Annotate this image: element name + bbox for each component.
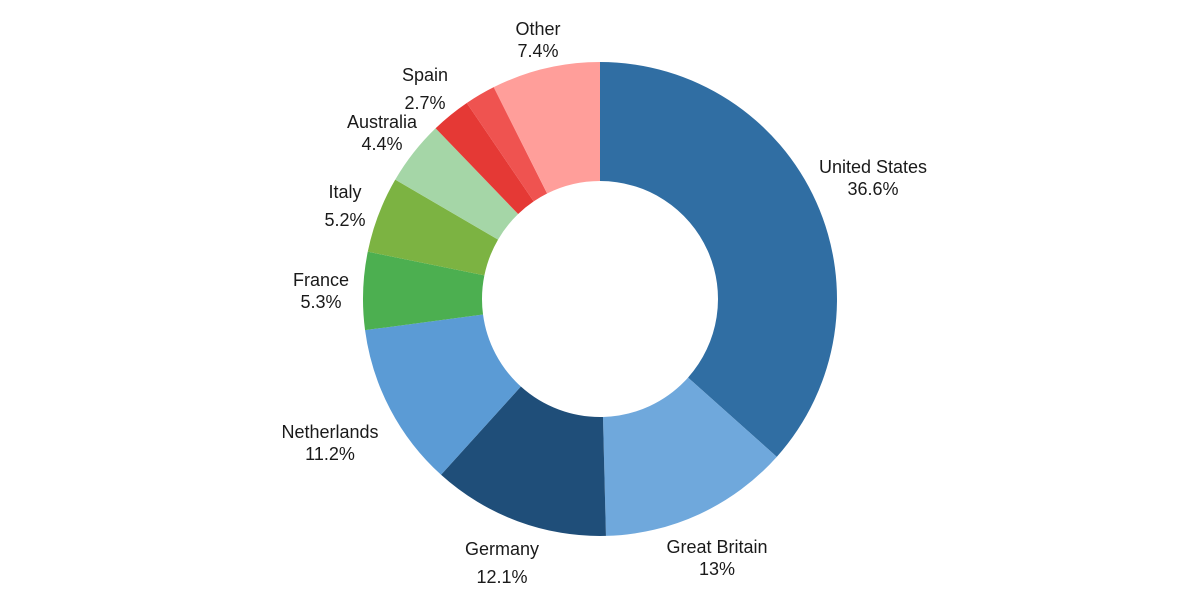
label-name: Spain — [401, 65, 449, 85]
label-france: France 5.3% — [293, 269, 349, 313]
slice-netherlands — [365, 314, 521, 475]
label-name: Netherlands — [281, 422, 379, 442]
label-percent: 13% — [698, 559, 736, 579]
label-italy: Italy 5.2% — [324, 181, 365, 231]
label-name: Other — [515, 19, 561, 39]
label-percent: 12.1% — [476, 567, 528, 587]
label-percent: 7.4% — [517, 41, 559, 61]
label-percent: 36.6% — [847, 179, 899, 199]
label-other: Other 7.4% — [515, 18, 560, 62]
label-name: France — [292, 270, 350, 290]
label-percent: 11.2% — [305, 444, 355, 464]
label-name: Great Britain — [666, 537, 768, 557]
label-name: United States — [818, 157, 928, 177]
label-united-states: United States 36.6% — [819, 156, 927, 200]
label-name: Australia — [346, 112, 418, 132]
label-percent: 5.2% — [324, 210, 366, 230]
slice-germany — [441, 386, 606, 536]
slice-australia — [395, 128, 519, 240]
label-germany: Germany 12.1% — [465, 538, 539, 588]
label-percent: 5.3% — [300, 292, 342, 312]
slice-italy — [367, 179, 499, 276]
slice-france — [362, 251, 485, 331]
slice-spain — [435, 102, 534, 215]
slice-other-red — [466, 87, 548, 202]
label-name: Italy — [328, 182, 362, 202]
label-australia: Australia 4.4% — [347, 111, 417, 155]
label-percent: 2.7% — [404, 93, 446, 113]
label-name: Germany — [464, 539, 540, 559]
slice-united-states — [600, 62, 837, 457]
slice-other — [493, 62, 600, 194]
label-netherlands: Netherlands 11.2% — [281, 421, 378, 465]
slice-great-britain — [602, 377, 777, 536]
label-great-britain: Great Britain 13% — [666, 536, 767, 580]
label-spain: Spain 2.7% — [402, 64, 448, 114]
label-percent: 4.4% — [361, 134, 403, 154]
